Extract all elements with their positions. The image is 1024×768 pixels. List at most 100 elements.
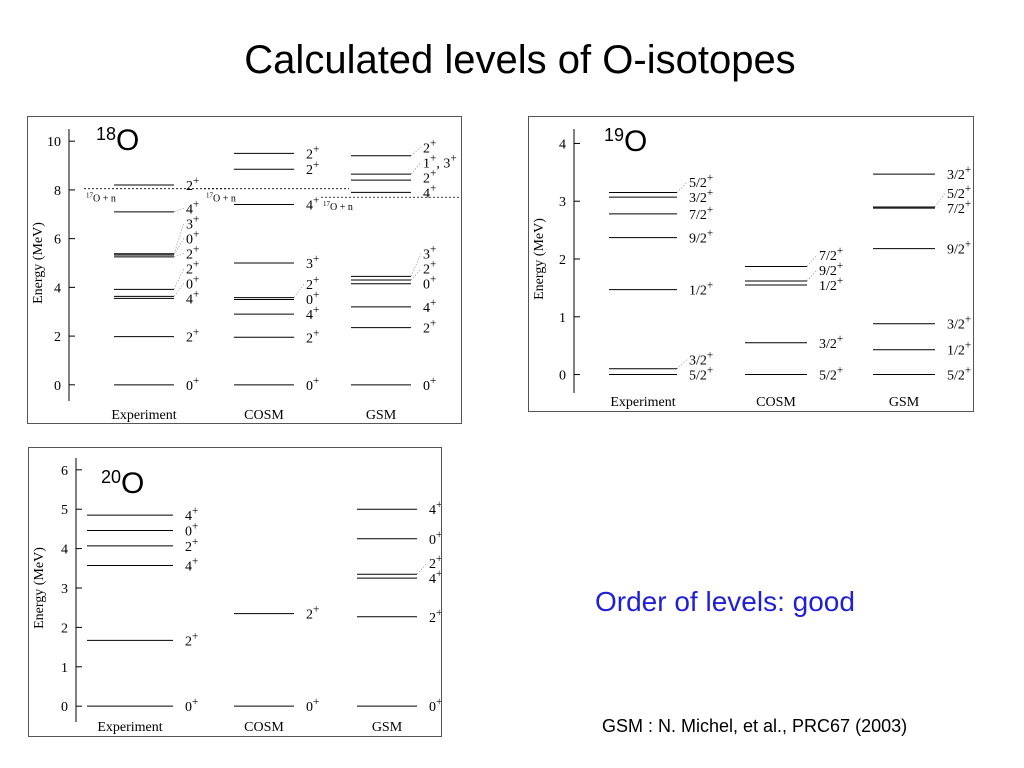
level-connector xyxy=(293,283,305,298)
level-label: 0+​ xyxy=(429,696,441,715)
level-connector xyxy=(173,223,185,254)
level-label: 4+​ xyxy=(429,568,441,587)
level-connector xyxy=(173,283,185,297)
level-label: 2+​ xyxy=(185,536,198,555)
panel-o18: 0 2 4 6 8 10 Energy (MeV) 18O 17O + n 17O + n 17O … xyxy=(27,116,462,424)
level-label: 2+​ xyxy=(429,553,441,572)
level-connector xyxy=(173,253,185,258)
column-name: Experiment xyxy=(111,408,176,423)
level-label: 3/2+​ xyxy=(947,164,971,183)
level-label: 7/2+​ xyxy=(819,245,843,264)
level-label: 0+​ xyxy=(306,375,319,394)
level-label: 0+​ xyxy=(306,289,319,308)
column-name: GSM xyxy=(889,395,920,410)
level-label: 2+​ xyxy=(186,243,199,262)
y-tick-label: 3 xyxy=(559,195,566,210)
level-label: 5/2+​ xyxy=(947,365,971,384)
isotope-label: 19O xyxy=(604,125,647,158)
y-axis-label: Energy (MeV) xyxy=(32,547,47,629)
level-label: 0+​ xyxy=(423,274,436,293)
level-label: 4+​ xyxy=(185,505,198,524)
level-label: 7/2+​ xyxy=(947,198,971,217)
level-label: 2+​ xyxy=(186,175,199,194)
level-label: 3+​ xyxy=(306,253,319,272)
level-label: 0+​ xyxy=(306,696,319,715)
level-label: 4+​ xyxy=(306,304,319,323)
level-connector xyxy=(410,162,422,175)
level-connector xyxy=(806,254,818,267)
threshold-label: 17O + n xyxy=(206,192,236,205)
level-label: 5/2+​ xyxy=(689,365,713,384)
column-name: COSM xyxy=(756,395,796,410)
level-label: 2+​ xyxy=(306,327,319,346)
y-tick-label: 0 xyxy=(54,379,61,394)
level-label: 2+​ xyxy=(423,318,436,337)
column-name: COSM xyxy=(244,408,284,423)
y-tick-label: 2 xyxy=(61,621,68,636)
level-connector xyxy=(676,181,688,193)
level-connector xyxy=(676,359,688,369)
level-label: 4+​ xyxy=(186,288,199,307)
column-name: Experiment xyxy=(610,395,675,410)
y-tick-label: 3 xyxy=(61,582,68,597)
level-label: 1/2+​ xyxy=(947,340,971,359)
level-label: 9/2+​ xyxy=(947,239,971,258)
y-axis-label: Energy (MeV) xyxy=(31,222,46,304)
level-label: 0+​ xyxy=(185,520,198,539)
level-label: 3/2+​ xyxy=(689,350,713,369)
y-tick-label: 1 xyxy=(559,311,566,326)
level-connector xyxy=(806,269,818,282)
level-connector xyxy=(173,268,185,290)
threshold-label: 17O + n xyxy=(86,192,116,205)
level-label: 2+​ xyxy=(306,274,319,293)
y-tick-label: 10 xyxy=(47,135,61,150)
level-label: 2+​ xyxy=(306,143,319,162)
level-label: 3/2+​ xyxy=(947,314,971,333)
level-label: 4+​ xyxy=(185,556,198,575)
summary-note: Order of levels: good xyxy=(595,586,855,617)
level-label: 2+​ xyxy=(185,630,198,649)
citation: GSM : N. Michel, et al., PRC67 (2003) xyxy=(602,716,908,736)
level-label: 3+​ xyxy=(423,244,436,263)
level-connector xyxy=(410,147,422,157)
y-tick-label: 0 xyxy=(559,369,566,384)
level-label: 5/2+​ xyxy=(947,183,971,202)
level-label: 2+​ xyxy=(306,604,319,623)
level-label: 0+​ xyxy=(185,696,198,715)
level-label: 4+​ xyxy=(306,195,319,214)
level-label: 3+​ xyxy=(186,213,199,232)
level-connector xyxy=(410,253,422,277)
y-tick-label: 2 xyxy=(54,330,61,345)
y-tick-label: 4 xyxy=(559,137,566,152)
y-axis-label: Energy (MeV) xyxy=(532,218,547,300)
level-label: 2+​ xyxy=(306,159,319,178)
isotope-label: 18O xyxy=(96,124,139,157)
level-label: 0+​ xyxy=(186,273,199,292)
level-connector xyxy=(416,562,428,575)
isotope-label: 20O xyxy=(101,467,144,500)
y-tick-label: 6 xyxy=(61,464,68,479)
level-label: 2+​ xyxy=(186,327,199,346)
column-name: GSM xyxy=(372,720,403,735)
level-label: 5/2+​ xyxy=(689,172,713,191)
level-label: 1/2+​ xyxy=(819,275,843,294)
level-label: 9/2+​ xyxy=(819,260,843,279)
level-label: 4+​ xyxy=(423,182,436,201)
level-label: 1+​, 3+​ xyxy=(423,152,457,171)
level-label: 3/2+​ xyxy=(819,333,843,352)
level-label: 0+​ xyxy=(423,375,436,394)
y-tick-label: 8 xyxy=(54,184,61,199)
level-label: 4+​ xyxy=(186,198,199,217)
y-tick-label: 1 xyxy=(61,661,68,676)
column-name: COSM xyxy=(244,720,284,735)
column-name: GSM xyxy=(366,408,397,423)
y-tick-label: 4 xyxy=(54,281,61,296)
y-tick-label: 0 xyxy=(61,700,68,715)
level-label: 0+​ xyxy=(429,529,441,548)
y-tick-label: 4 xyxy=(61,543,68,558)
level-label: 2+​ xyxy=(423,137,436,156)
